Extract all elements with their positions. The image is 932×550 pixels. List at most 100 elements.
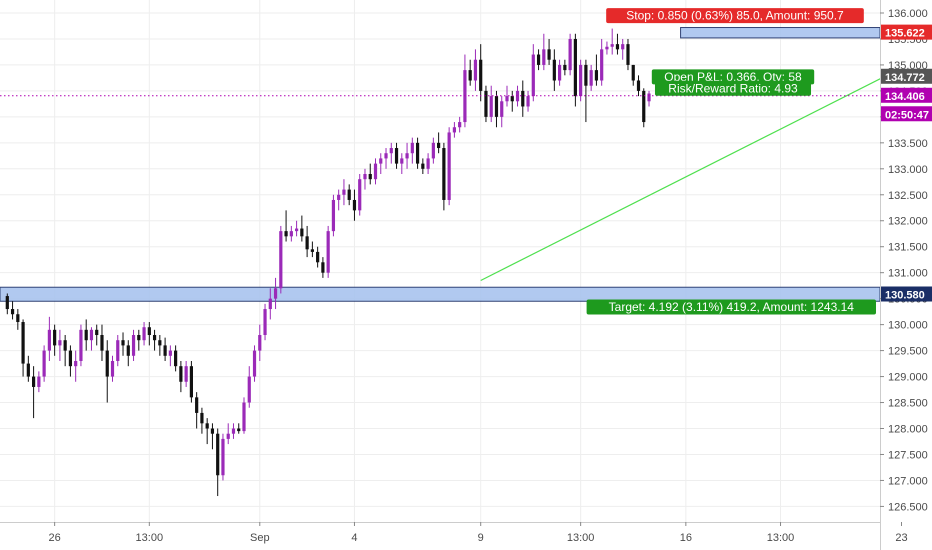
price-badge-background <box>881 286 932 302</box>
price-badge-text: 134.772 <box>885 72 925 84</box>
price-tick-label: 129.500 <box>888 346 928 358</box>
time-tick-label: 9 <box>478 532 484 544</box>
candle-body <box>521 90 525 107</box>
candle-body <box>442 148 446 200</box>
candle-body <box>137 335 141 341</box>
candle-body <box>589 70 593 86</box>
label-background <box>654 80 812 96</box>
candle-body <box>184 366 188 382</box>
candle-body <box>584 64 588 86</box>
candle-body <box>415 142 420 164</box>
candle-body <box>268 298 272 310</box>
candle-body <box>231 428 236 434</box>
candle-body <box>384 153 388 159</box>
price-tick-label: 126.500 <box>888 501 928 513</box>
candle-body <box>610 44 614 47</box>
candle-body <box>110 360 115 377</box>
candle-body <box>642 90 646 123</box>
candle-body <box>305 236 309 250</box>
price-badge-text: 134.406 <box>885 91 925 103</box>
candle-body <box>558 64 562 81</box>
candle-body <box>273 288 278 299</box>
candle-body <box>289 231 293 237</box>
candle-body <box>95 329 99 336</box>
trend-line[interactable] <box>480 44 932 282</box>
time-tick-label: 4 <box>351 532 357 544</box>
candle-body <box>468 70 472 81</box>
candle-body <box>410 142 414 154</box>
candle-body <box>74 360 78 367</box>
price-tick-label: 127.500 <box>888 449 928 461</box>
candle-body <box>247 376 251 403</box>
candle-body <box>526 96 530 107</box>
price-tick-label: 136.000 <box>888 8 928 20</box>
price-tick-label: 131.500 <box>888 242 928 254</box>
price-badge: 130.580 <box>881 286 932 302</box>
candle-body <box>605 46 609 50</box>
candle-body <box>47 329 51 351</box>
price-tick-label: 132.500 <box>888 190 928 202</box>
price-badge-background <box>881 87 932 103</box>
candle-body <box>89 329 94 341</box>
price-axis[interactable]: 126.500 127.000 127.500 128.000 128.500 129.0… <box>880 0 932 550</box>
price-tick-label: 128.500 <box>888 398 928 410</box>
candle-body <box>626 44 630 65</box>
price-badge-text: 02:50:47 <box>885 109 929 121</box>
info-labels: Stop: 0.850 (0.63%) 85.0, Amount: 950.7 O… <box>586 8 876 315</box>
candle-body <box>21 322 25 364</box>
price-tick-label: 131.000 <box>888 268 928 280</box>
candle-body <box>347 189 351 200</box>
candle-body <box>352 199 357 211</box>
candle-body <box>131 335 136 356</box>
candle-body <box>326 231 330 273</box>
candle-body <box>200 412 204 424</box>
candle-body <box>295 228 299 232</box>
candle-body <box>489 96 493 117</box>
candle-body <box>142 327 146 341</box>
time-axis-background <box>0 522 880 550</box>
candle-body <box>152 335 157 341</box>
candle-body <box>394 148 399 164</box>
label-pnl2: Risk/Reward Ratio: 4.93 <box>654 80 812 96</box>
candle-body <box>473 59 478 81</box>
candle-body <box>389 148 393 154</box>
candle-body <box>79 329 83 361</box>
time-tick-label: 13:00 <box>567 532 595 544</box>
candle-body <box>58 340 62 346</box>
candle-body <box>536 54 541 65</box>
candle-body <box>32 376 36 387</box>
price-badge-text: 130.580 <box>885 290 925 302</box>
candle-body <box>542 49 546 65</box>
label-text: Risk/Reward Ratio: 4.93 <box>668 81 798 95</box>
candle-body <box>331 199 336 232</box>
time-tick-label: Sep <box>250 532 270 544</box>
label-text: Target: 4.192 (3.11%) 419.2, Amount: 124… <box>609 300 855 314</box>
zone-rectangle[interactable] <box>680 27 881 39</box>
candle-body <box>431 142 435 159</box>
candle-body <box>437 142 441 149</box>
candle-body <box>116 340 120 361</box>
label-pnl1: Open P&L: 0.366, Qty: 58 <box>651 69 815 85</box>
candle-body <box>621 44 625 50</box>
candle-body <box>316 251 320 263</box>
candle-body <box>337 194 341 200</box>
label-background <box>651 69 815 85</box>
candle-body <box>552 59 556 81</box>
time-tick-label: 26 <box>49 532 61 544</box>
candle-body <box>42 350 46 377</box>
price-badge-background <box>881 68 932 84</box>
price-tick-label: 133.000 <box>888 164 928 176</box>
price-badge-background <box>881 24 932 40</box>
candle-body <box>310 249 314 252</box>
price-tick-label: 129.000 <box>888 372 928 384</box>
candle-body <box>547 49 551 60</box>
candle-body <box>631 64 635 81</box>
candle-body <box>68 350 73 367</box>
time-tick-label: 13:00 <box>136 532 164 544</box>
candle-body <box>594 70 599 81</box>
candle-body <box>226 433 230 439</box>
candle-body <box>126 345 130 356</box>
candle-body <box>515 90 520 102</box>
